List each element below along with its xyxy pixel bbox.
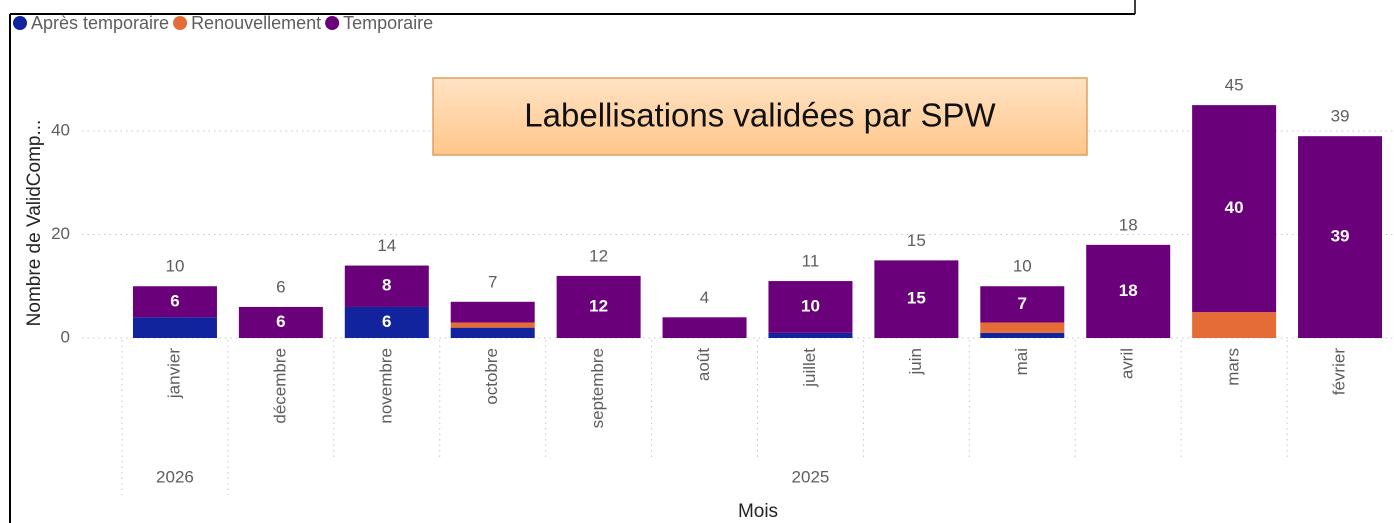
x-tick-label: janvier [164, 348, 183, 399]
bar-segment [1192, 105, 1277, 313]
bar-segment [132, 286, 217, 318]
total-label: 7 [488, 272, 497, 291]
total-label: 14 [377, 236, 396, 255]
total-label: 15 [907, 231, 926, 250]
x-tick-label: octobre [482, 348, 501, 405]
x-tick-label: juillet [800, 348, 819, 388]
x-tick-label: juin [906, 348, 925, 375]
total-label: 4 [700, 288, 709, 307]
legend-label: Renouvellement [191, 13, 321, 33]
segment-label: 10 [801, 296, 820, 315]
bar-segment [1086, 244, 1171, 338]
legend-marker [325, 16, 340, 30]
bar-segment [768, 281, 853, 333]
y-tick-label: 40 [51, 120, 70, 139]
segment-label: 8 [382, 276, 391, 295]
segment-label: 12 [589, 296, 608, 315]
bar-segment [874, 260, 959, 338]
segment-label: 18 [1119, 281, 1138, 300]
bar-segment [132, 317, 217, 338]
x-tick-label: mars [1224, 348, 1243, 386]
x-tick-label: avril [1118, 348, 1137, 379]
bar-segment [980, 332, 1065, 338]
x-group-label: 2026 [156, 467, 194, 486]
x-tick-label: novembre [376, 348, 395, 424]
total-label: 6 [276, 277, 285, 296]
bar-segment [980, 286, 1065, 323]
total-label: 10 [1013, 257, 1032, 276]
bar-segment [238, 306, 323, 338]
legend-label: Temporaire [343, 13, 433, 33]
bar-segment [980, 322, 1065, 333]
segment-label: 39 [1331, 227, 1350, 246]
bar-segment [768, 332, 853, 338]
bar-segment [450, 301, 535, 323]
legend-marker [13, 16, 27, 30]
total-label: 18 [1119, 215, 1138, 234]
segment-label: 15 [907, 289, 926, 308]
y-tick-label: 20 [51, 224, 70, 243]
bar-segment [344, 306, 429, 338]
bar-segment [450, 327, 535, 338]
annotation-text: Labellisations validées par SPW [524, 97, 996, 134]
bar-segment [1298, 136, 1383, 338]
total-label: 10 [165, 257, 184, 276]
total-label: 11 [802, 252, 820, 271]
x-tick-label: septembre [588, 348, 607, 428]
y-tick-label: 0 [61, 327, 70, 346]
segment-label: 7 [1018, 294, 1027, 313]
segment-label: 6 [170, 291, 179, 310]
total-label: 45 [1225, 76, 1244, 95]
x-tick-label: décembre [270, 348, 289, 424]
segment-label: 40 [1225, 198, 1244, 217]
bar-segment [662, 317, 747, 338]
x-axis-title: Mois [738, 501, 778, 522]
legend-marker [173, 16, 188, 30]
legend-label: Après temporaire [31, 13, 169, 33]
total-label: 39 [1331, 107, 1350, 126]
x-group-label: 2025 [792, 467, 830, 486]
segment-label: 6 [382, 312, 391, 331]
bar-segment [344, 265, 429, 307]
bar-segment [556, 275, 641, 338]
x-tick-label: août [694, 348, 713, 381]
bar-segment [1192, 312, 1277, 338]
annotation: Labellisations validées par SPW [432, 77, 1088, 156]
y-axis-title: Nombre de ValidComp... [24, 120, 45, 327]
x-tick-label: mai [1012, 348, 1031, 375]
bar-segment [450, 322, 535, 328]
x-tick-label: février [1330, 348, 1349, 396]
total-label: 12 [589, 246, 608, 265]
annotation-box [432, 77, 1088, 156]
segment-label: 6 [276, 312, 285, 331]
